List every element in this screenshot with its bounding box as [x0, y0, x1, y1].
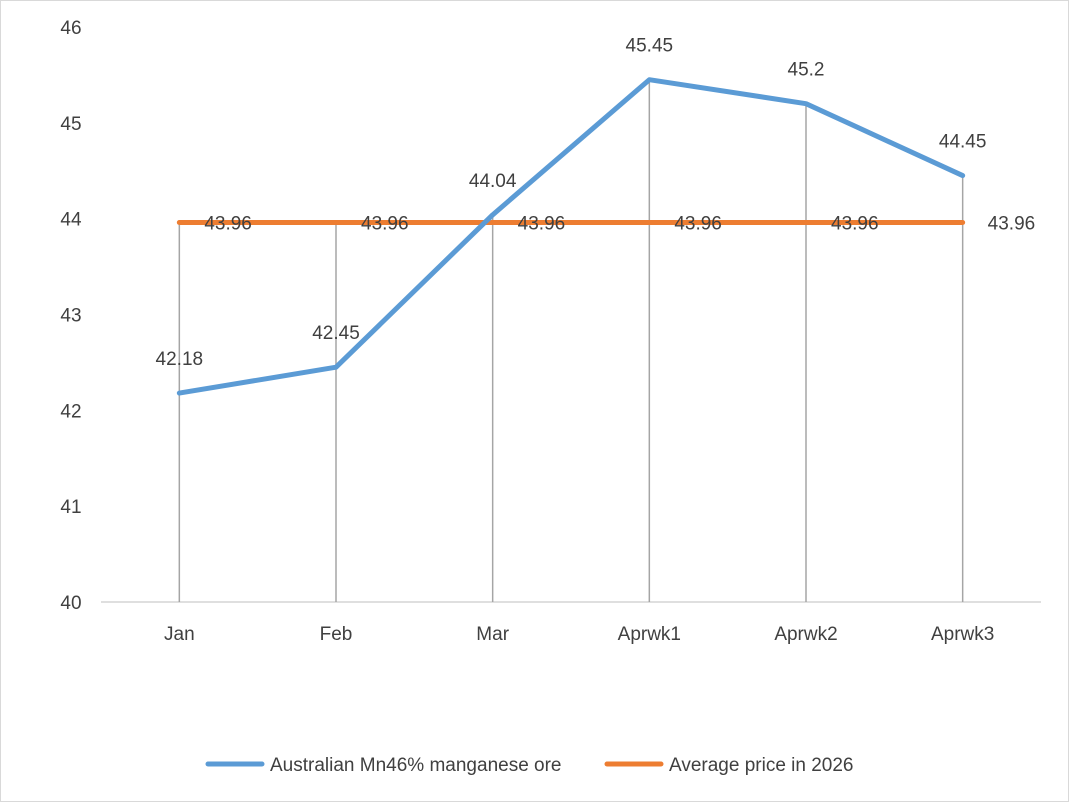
x-tick-label: Mar — [476, 624, 509, 645]
data-label: 43.96 — [361, 214, 409, 235]
x-tick-label: Aprwk3 — [931, 624, 994, 645]
data-label: 43.96 — [988, 214, 1036, 235]
data-label: 43.96 — [204, 214, 252, 235]
y-tick-label: 45 — [60, 114, 81, 135]
x-tick-label: Jan — [164, 624, 195, 645]
data-label: 44.04 — [469, 171, 517, 192]
data-label: 44.45 — [939, 132, 987, 153]
y-tick-label: 44 — [60, 210, 82, 231]
y-tick-label: 40 — [60, 593, 81, 614]
legend-label: Australian Mn46% manganese ore — [270, 755, 562, 776]
y-tick-label: 42 — [60, 401, 81, 422]
x-tick-label: Aprwk1 — [618, 624, 681, 645]
y-tick-label: 41 — [60, 497, 81, 518]
data-label: 42.45 — [312, 323, 360, 344]
legend-label: Average price in 2026 — [669, 755, 854, 776]
y-tick-label: 43 — [60, 306, 81, 327]
data-label: 42.18 — [156, 349, 204, 370]
data-label: 43.96 — [674, 214, 722, 235]
data-label: 43.96 — [831, 214, 879, 235]
series-line-manganese-ore — [176, 77, 966, 396]
x-tick-label: Feb — [320, 624, 353, 645]
y-tick-label: 46 — [60, 18, 81, 39]
data-label: 45.2 — [788, 60, 825, 81]
data-label: 45.45 — [626, 36, 674, 57]
x-tick-label: Aprwk2 — [774, 624, 837, 645]
data-label: 43.96 — [518, 214, 566, 235]
